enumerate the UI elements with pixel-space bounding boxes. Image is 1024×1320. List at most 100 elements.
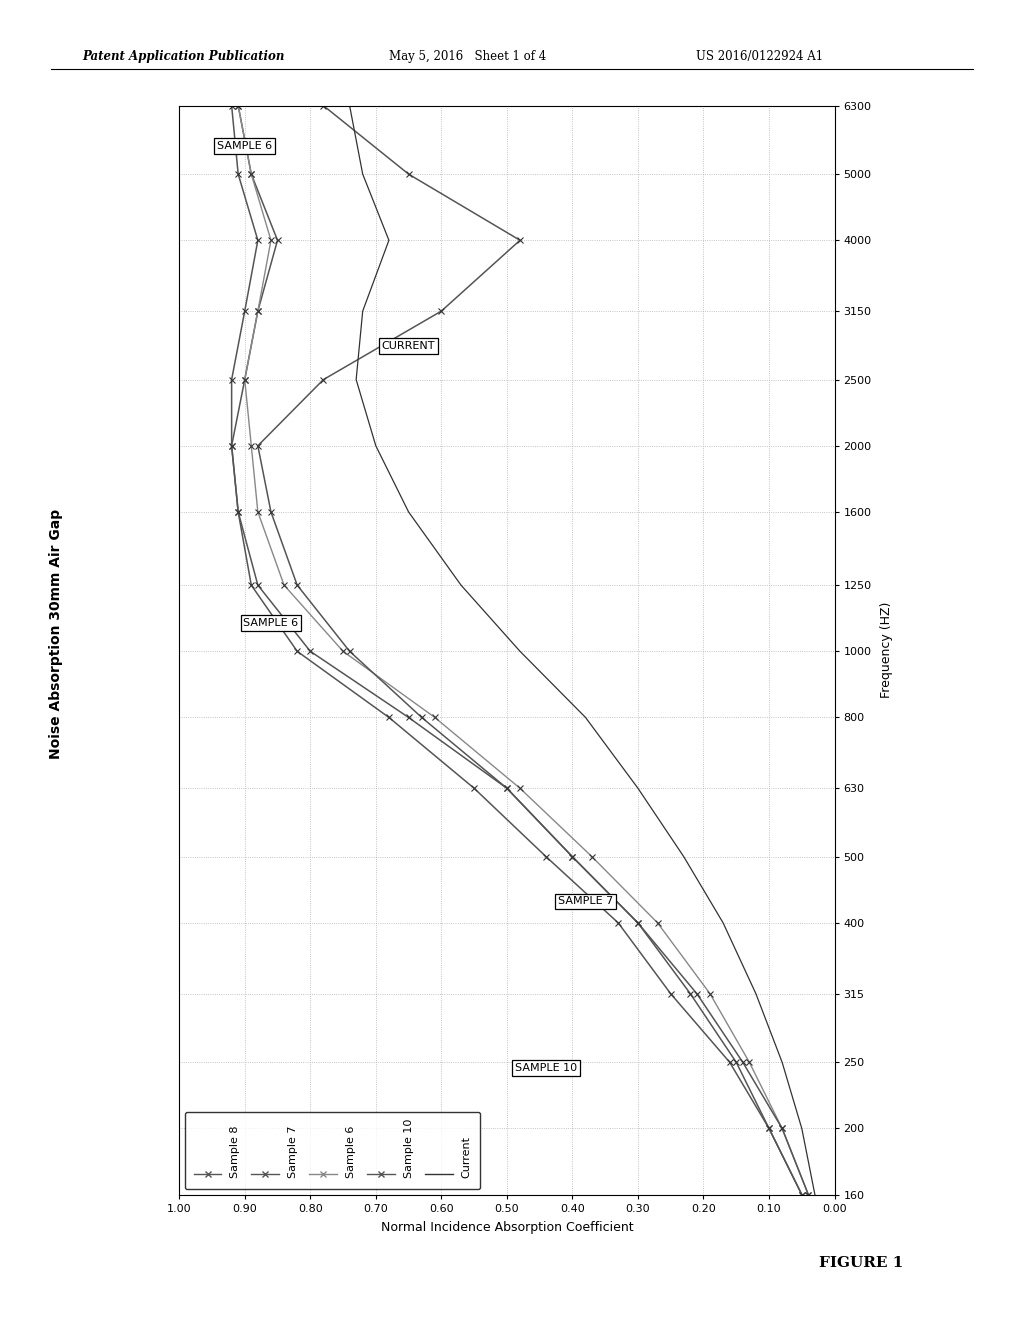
Current (580, 710, 592, 726)
Sample 6 (651, 915, 664, 931)
Sample 7 (245, 166, 257, 182)
Current (356, 166, 369, 182)
Sample 8 (225, 98, 238, 114)
Sample 8 (501, 780, 513, 796)
Sample 10 (691, 986, 703, 1002)
Sample 7 (245, 577, 257, 593)
Sample 7 (383, 710, 395, 726)
Sample 8 (684, 986, 696, 1002)
Current (402, 504, 415, 520)
Current (678, 849, 690, 865)
Sample 10 (265, 504, 278, 520)
Text: SAMPLE 6: SAMPLE 6 (244, 618, 299, 628)
Sample 6 (265, 232, 278, 248)
Sample 10 (343, 643, 355, 659)
Sample 6 (802, 1187, 814, 1203)
Sample 6 (239, 372, 251, 388)
Sample 10 (514, 232, 526, 248)
Sample 8 (252, 232, 264, 248)
Text: Noise Absorption 30mm Air Gap: Noise Absorption 30mm Air Gap (49, 508, 63, 759)
Sample 7 (225, 438, 238, 454)
Sample 10 (317, 372, 330, 388)
Sample 7 (252, 304, 264, 319)
Sample 10 (736, 1055, 749, 1071)
Sample 10 (566, 849, 579, 865)
Current (776, 1055, 788, 1071)
Sample 7 (468, 780, 480, 796)
Line: Sample 6: Sample 6 (236, 103, 811, 1197)
Sample 7 (232, 504, 245, 520)
Sample 6 (245, 438, 257, 454)
Sample 7 (763, 1121, 775, 1137)
Sample 6 (743, 1055, 756, 1071)
Sample 6 (514, 780, 526, 796)
Text: SAMPLE 10: SAMPLE 10 (515, 1064, 578, 1073)
Sample 6 (337, 643, 349, 659)
Sample 7 (612, 915, 625, 931)
Sample 7 (540, 849, 552, 865)
Sample 6 (252, 504, 264, 520)
Sample 8 (402, 710, 415, 726)
Sample 8 (763, 1121, 775, 1137)
Sample 8 (239, 304, 251, 319)
Sample 10 (776, 1121, 788, 1137)
Sample 6 (278, 577, 290, 593)
Sample 7 (724, 1055, 736, 1071)
Text: CURRENT: CURRENT (382, 341, 435, 351)
Sample 10 (501, 780, 513, 796)
Line: Current: Current (349, 106, 815, 1195)
Sample 8 (730, 1055, 742, 1071)
Sample 7 (232, 98, 245, 114)
Text: US 2016/0122924 A1: US 2016/0122924 A1 (696, 50, 823, 63)
Sample 10 (435, 304, 447, 319)
Sample 8 (304, 643, 316, 659)
Sample 10 (402, 166, 415, 182)
Current (383, 232, 395, 248)
Sample 8 (252, 577, 264, 593)
Sample 6 (703, 986, 716, 1002)
Current (350, 372, 362, 388)
Sample 6 (232, 98, 245, 114)
Sample 6 (245, 166, 257, 182)
Current (809, 1187, 821, 1203)
Sample 7 (665, 986, 677, 1002)
Sample 6 (252, 304, 264, 319)
Text: May 5, 2016   Sheet 1 of 4: May 5, 2016 Sheet 1 of 4 (389, 50, 547, 63)
Sample 10 (317, 98, 330, 114)
Text: SAMPLE 7: SAMPLE 7 (558, 896, 613, 907)
Legend: Sample 8, Sample 7, Sample 6, Sample 10, Current: Sample 8, Sample 7, Sample 6, Sample 10,… (184, 1111, 480, 1189)
Text: SAMPLE 6: SAMPLE 6 (217, 141, 272, 150)
Sample 8 (232, 166, 245, 182)
Current (796, 1121, 808, 1137)
Sample 6 (586, 849, 598, 865)
Current (632, 780, 644, 796)
Sample 10 (252, 438, 264, 454)
Sample 7 (239, 372, 251, 388)
Sample 7 (271, 232, 284, 248)
Line: Sample 8: Sample 8 (228, 103, 805, 1197)
Sample 8 (232, 504, 245, 520)
Line: Sample 10: Sample 10 (255, 103, 811, 1197)
Sample 6 (429, 710, 441, 726)
Sample 8 (566, 849, 579, 865)
Current (455, 577, 467, 593)
Current (370, 438, 382, 454)
Current (343, 98, 355, 114)
Sample 7 (291, 643, 303, 659)
Sample 10 (291, 577, 303, 593)
Sample 10 (632, 915, 644, 931)
Text: Patent Application Publication: Patent Application Publication (82, 50, 285, 63)
Current (356, 304, 369, 319)
Sample 10 (416, 710, 428, 726)
Current (514, 643, 526, 659)
Text: FIGURE 1: FIGURE 1 (819, 1255, 903, 1270)
Sample 8 (796, 1187, 808, 1203)
Sample 8 (632, 915, 644, 931)
Current (717, 915, 729, 931)
Y-axis label: Frequency (HZ): Frequency (HZ) (880, 602, 893, 698)
X-axis label: Normal Incidence Absorption Coefficient: Normal Incidence Absorption Coefficient (381, 1221, 633, 1234)
Line: Sample 7: Sample 7 (228, 103, 805, 1197)
Sample 6 (776, 1121, 788, 1137)
Sample 8 (225, 372, 238, 388)
Sample 7 (796, 1187, 808, 1203)
